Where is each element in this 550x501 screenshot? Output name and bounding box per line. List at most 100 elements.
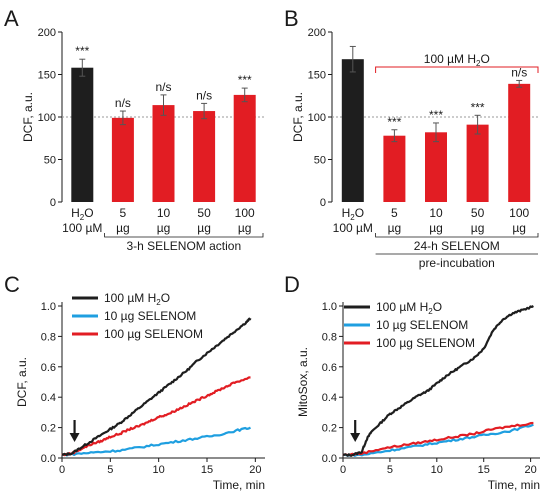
x-tick-label: 10 (153, 464, 165, 476)
x-tick-label: 0 (340, 464, 346, 476)
stimulus-arrowhead (350, 433, 361, 442)
category-label: 5 (391, 206, 398, 220)
x-tick-label: 0 (59, 464, 65, 476)
stimulus-arrowhead (69, 433, 80, 442)
category-unit-label: 100 µM (333, 221, 373, 235)
significance-label: *** (429, 108, 443, 122)
x-tick-label: 5 (387, 464, 393, 476)
bar (71, 67, 94, 202)
y-tick-label: 50 (44, 155, 56, 167)
category-label: H2O (71, 206, 93, 222)
x-tick-label: 20 (524, 464, 536, 476)
category-label: 10 (429, 206, 443, 220)
treatment-bracket (375, 66, 539, 73)
category-label: 100 (509, 206, 529, 220)
y-tick-label: 0.0 (41, 453, 56, 465)
y-tick-label: 1.0 (41, 301, 56, 313)
category-label: H2O (342, 206, 364, 222)
y-tick-label: 0.6 (41, 362, 56, 374)
y-tick-label: 0.8 (322, 331, 337, 343)
legend-entry: 100 µM H2O (376, 300, 442, 316)
group-bracket (375, 233, 539, 238)
bar (193, 111, 216, 202)
series-line (342, 305, 534, 457)
significance-label: n/s (196, 88, 212, 102)
legend-entry: 100 µg SELENOM (376, 336, 475, 350)
series-line (61, 426, 251, 457)
category-unit-label: µg (157, 221, 171, 235)
group-label: 3-h SELENOM action (126, 239, 241, 253)
category-unit-label: µg (429, 221, 443, 235)
treatment-label: 100 µM H2O (424, 52, 490, 68)
y-tick-label: 0.2 (41, 423, 56, 435)
panel-letter: C (4, 272, 20, 297)
bar (233, 94, 256, 202)
x-tick-label: 15 (478, 464, 490, 476)
x-tick-label: 10 (431, 464, 443, 476)
series-line (61, 317, 252, 456)
legend-entry: 100 µM H2O (104, 291, 170, 307)
group-bracket (104, 233, 264, 238)
y-tick-label: 0.6 (322, 362, 337, 374)
category-unit-label: µg (512, 221, 526, 235)
category-label: 50 (197, 206, 211, 220)
bar (341, 59, 364, 203)
line-panel-c: C 0.0 0.2 0.4 0.6 0.8 1.0 0 5 10 15 20 DCF, a.u. Time… (4, 272, 265, 492)
y-axis-label: DCF, a.u. (291, 92, 305, 142)
significance-label: *** (471, 100, 485, 114)
x-tick-label: 15 (201, 464, 213, 476)
series-line (61, 376, 251, 457)
y-tick-label: 0.4 (322, 392, 337, 404)
significance-label: n/s (155, 80, 171, 94)
y-tick-label: 100 (308, 112, 326, 124)
bar (111, 117, 134, 202)
category-unit-label: µg (116, 221, 130, 235)
category-unit-label: 100 µM (62, 221, 102, 235)
y-tick-label: 100 (38, 112, 56, 124)
x-axis-label: Time, min (213, 478, 265, 492)
y-tick-label: 0 (320, 197, 326, 209)
y-tick-label: 0.0 (322, 453, 337, 465)
bar (508, 83, 531, 202)
panel-letter: B (284, 6, 299, 31)
category-unit-label: µg (471, 221, 485, 235)
bar (466, 124, 489, 202)
category-label: 10 (157, 206, 171, 220)
legend-entry: 10 µg SELENOM (104, 309, 196, 323)
y-tick-label: 200 (38, 27, 56, 39)
line-panel-d: D 0.0 0.2 0.4 0.6 0.8 1.0 0 5 10 15 20 MitoSox, a.u.… (284, 272, 540, 492)
significance-label: *** (238, 73, 252, 87)
bar (383, 135, 406, 202)
category-label: 100 (235, 206, 255, 220)
category-unit-label: µg (388, 221, 402, 235)
panel-letter: A (4, 6, 19, 31)
category-label: 5 (120, 206, 127, 220)
y-axis-label: DCF, a.u. (15, 357, 29, 407)
y-tick-label: 150 (38, 70, 56, 82)
significance-label: n/s (115, 96, 131, 110)
x-tick-label: 20 (249, 464, 261, 476)
y-tick-label: 50 (314, 155, 326, 167)
bar (425, 132, 447, 202)
group-label: 24-h SELENOM (414, 239, 500, 253)
y-tick-label: 200 (308, 27, 326, 39)
bar (152, 105, 175, 202)
x-tick-label: 5 (107, 464, 113, 476)
category-unit-label: µg (197, 221, 211, 235)
y-tick-label: 0.8 (41, 331, 56, 343)
x-axis-label: Time, min (488, 478, 540, 492)
y-axis-label: DCF, a.u. (21, 92, 35, 142)
panel-letter: D (284, 272, 300, 297)
significance-label: n/s (511, 65, 527, 79)
category-unit-label: µg (238, 221, 252, 235)
legend-entry: 100 µg SELENOM (104, 327, 203, 341)
category-label: 50 (471, 206, 485, 220)
y-tick-label: 1.0 (322, 301, 337, 313)
y-tick-label: 150 (308, 70, 326, 82)
y-axis-label: MitoSox, a.u. (296, 347, 310, 417)
legend-entry: 10 µg SELENOM (376, 318, 468, 332)
significance-label: *** (387, 115, 401, 129)
